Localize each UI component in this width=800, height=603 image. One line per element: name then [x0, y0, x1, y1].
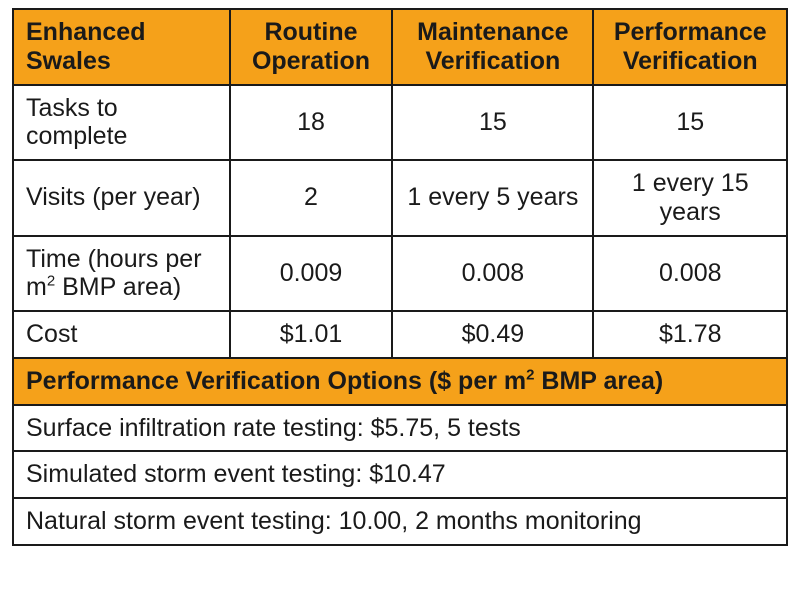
option-row: Simulated storm event testing: $10.47	[13, 451, 787, 498]
cell: 1 every 5 years	[392, 160, 593, 236]
cell: 2	[230, 160, 393, 236]
option-row: Surface infiltration rate testing: $5.75…	[13, 405, 787, 452]
table-row: Time (hours per m2 BMP area) 0.009 0.008…	[13, 236, 787, 312]
table-row: Cost $1.01 $0.49 $1.78	[13, 311, 787, 358]
table-row: Visits (per year) 2 1 every 5 years 1 ev…	[13, 160, 787, 236]
table-container: Enhanced Swales Routine Operation Mainte…	[0, 0, 800, 603]
cell: 0.009	[230, 236, 393, 312]
row-label: Time (hours per m2 BMP area)	[13, 236, 230, 312]
option-text: Simulated storm event testing: $10.47	[13, 451, 787, 498]
cell: 0.008	[392, 236, 593, 312]
section-heading-row: Performance Verification Options ($ per …	[13, 358, 787, 405]
option-row: Natural storm event testing: 10.00, 2 mo…	[13, 498, 787, 545]
cell: $1.01	[230, 311, 393, 358]
header-col1: Routine Operation	[230, 9, 393, 85]
row-label: Visits (per year)	[13, 160, 230, 236]
option-text: Natural storm event testing: 10.00, 2 mo…	[13, 498, 787, 545]
header-col3: Performance Verification	[593, 9, 787, 85]
row-label: Tasks to complete	[13, 85, 230, 161]
cell: $1.78	[593, 311, 787, 358]
cell: 15	[593, 85, 787, 161]
row-label: Cost	[13, 311, 230, 358]
cell: 15	[392, 85, 593, 161]
cell: 0.008	[593, 236, 787, 312]
option-text: Surface infiltration rate testing: $5.75…	[13, 405, 787, 452]
cell: 1 every 15 years	[593, 160, 787, 236]
header-rowlabel: Enhanced Swales	[13, 9, 230, 85]
cell: $0.49	[392, 311, 593, 358]
table-row: Tasks to complete 18 15 15	[13, 85, 787, 161]
swales-table: Enhanced Swales Routine Operation Mainte…	[12, 8, 788, 546]
section-heading: Performance Verification Options ($ per …	[13, 358, 787, 405]
cell: 18	[230, 85, 393, 161]
header-row: Enhanced Swales Routine Operation Mainte…	[13, 9, 787, 85]
header-col2: Maintenance Verification	[392, 9, 593, 85]
